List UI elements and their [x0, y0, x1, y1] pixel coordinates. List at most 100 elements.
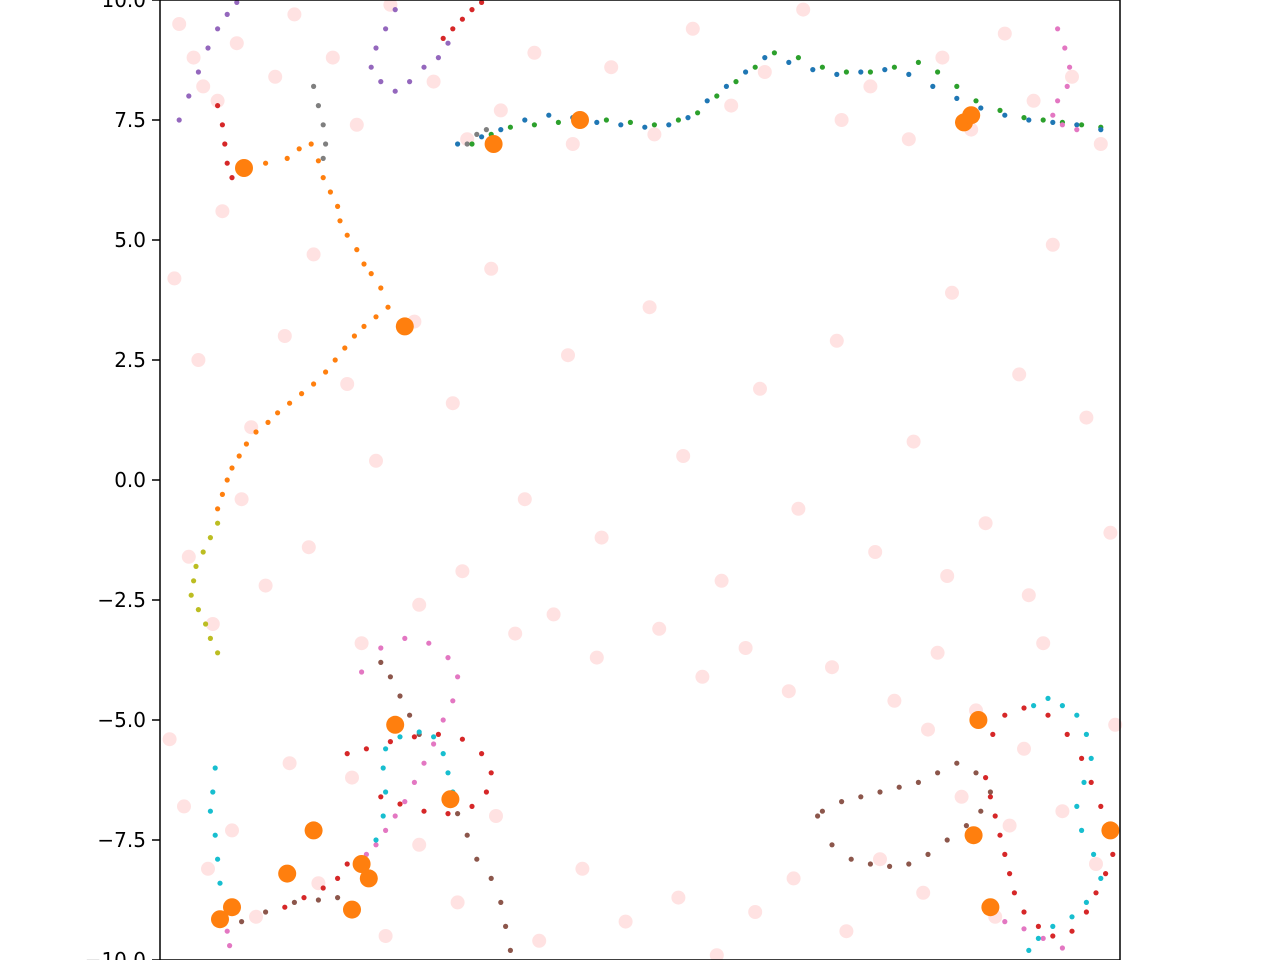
- background-point: [412, 597, 427, 612]
- y-tick-label: −5.0: [97, 708, 146, 732]
- series-5-point: [1035, 923, 1041, 930]
- series-7-point: [402, 799, 408, 805]
- series-5-point: [378, 794, 384, 800]
- series-0-point: [351, 333, 357, 339]
- series-9-point: [1069, 914, 1075, 920]
- series-6-point: [503, 923, 509, 930]
- series-6-point: [887, 863, 893, 870]
- background-point: [225, 823, 239, 838]
- background-point: [901, 132, 916, 147]
- series-5-point: [344, 861, 350, 867]
- plot-area-frame: [159, 0, 1121, 960]
- background-point: [647, 127, 662, 142]
- background-point: [753, 381, 767, 396]
- series-0-point: [287, 400, 293, 406]
- series-5-point: [421, 808, 427, 814]
- series-5-point: [983, 775, 989, 781]
- background-point: [508, 626, 523, 641]
- series-5-point: [219, 122, 225, 128]
- series-1-point: [188, 592, 194, 598]
- background-point: [604, 60, 619, 75]
- background-point: [172, 17, 187, 31]
- series-3-point: [1098, 127, 1104, 133]
- background-point: [954, 789, 969, 804]
- series-6-point: [906, 861, 912, 867]
- series-9-point: [1031, 703, 1037, 709]
- background-point: [186, 50, 201, 65]
- series-9-point: [380, 813, 386, 819]
- highlight-point: [571, 111, 589, 129]
- background-point: [1021, 588, 1036, 603]
- series-5-point: [1064, 731, 1070, 738]
- background-point: [839, 924, 854, 939]
- series-2-point: [891, 64, 898, 70]
- series-2-point: [507, 124, 513, 130]
- series-9-point: [207, 808, 213, 814]
- background-points-layer: [162, 0, 1123, 960]
- series-6-point: [839, 799, 845, 805]
- series-6-point: [474, 856, 480, 862]
- series-7-point: [359, 669, 365, 675]
- series-5-point: [344, 751, 350, 757]
- series-2-point: [531, 122, 538, 128]
- series-3-point: [498, 127, 504, 133]
- series-3-point: [930, 83, 936, 89]
- series-7-point: [1067, 64, 1073, 70]
- series-3-point: [685, 115, 691, 121]
- background-point: [791, 501, 806, 516]
- series-0-point: [332, 357, 338, 363]
- background-point: [354, 636, 369, 651]
- background-point: [1065, 69, 1079, 84]
- series-4-point: [435, 55, 441, 61]
- series-3-point: [546, 112, 552, 118]
- series-7-point: [1002, 919, 1008, 925]
- series-9-point: [1074, 803, 1080, 810]
- highlight-point: [441, 790, 460, 809]
- series-8-point: [315, 103, 321, 109]
- background-point: [676, 449, 691, 463]
- series-2-point: [651, 122, 658, 128]
- series-2-point: [733, 79, 739, 85]
- series-2-point: [1040, 117, 1046, 123]
- series-7-point: [455, 674, 461, 680]
- background-point: [249, 909, 263, 924]
- y-axis: 10.0 7.5 5.0 2.5 0.0 −2.5 −5.0 −7.5 −10.0: [85, 0, 160, 960]
- series-7-point: [224, 928, 230, 934]
- series-3-point: [1074, 122, 1080, 128]
- series-5-point: [435, 731, 441, 738]
- series-1-point: [193, 563, 199, 570]
- series-9-point: [1088, 755, 1094, 762]
- series-6-point: [944, 837, 950, 843]
- series-0-point: [236, 453, 242, 459]
- series-2-point: [627, 119, 634, 125]
- series-6-point: [498, 899, 504, 906]
- series-7-point: [411, 779, 417, 786]
- series-5-point: [488, 770, 494, 776]
- background-point: [887, 693, 902, 708]
- background-point: [167, 271, 182, 286]
- series-2-point: [795, 55, 802, 61]
- series-6-point: [507, 947, 513, 954]
- series-5-point: [1079, 755, 1085, 762]
- series-1-point: [215, 520, 221, 526]
- highlight-point: [484, 135, 503, 153]
- y-tick-label: −7.5: [97, 828, 146, 852]
- highlight-point: [304, 821, 323, 840]
- background-point: [340, 377, 355, 391]
- series-3-point: [642, 124, 648, 130]
- background-point: [935, 50, 950, 65]
- series-0-point: [378, 285, 384, 291]
- series-2-point: [997, 107, 1003, 113]
- series-2-point: [915, 59, 922, 65]
- series-6-point: [815, 813, 821, 819]
- highlight-point: [964, 826, 983, 845]
- series-5-point: [459, 16, 465, 22]
- background-point: [412, 837, 427, 852]
- series-9-point: [1083, 731, 1089, 738]
- series-8-point: [474, 131, 480, 137]
- series-7-point: [392, 813, 398, 819]
- series-0-point: [354, 247, 360, 253]
- series-9-point: [380, 765, 386, 771]
- series-5-point: [1088, 779, 1094, 786]
- series-2-point: [695, 110, 701, 116]
